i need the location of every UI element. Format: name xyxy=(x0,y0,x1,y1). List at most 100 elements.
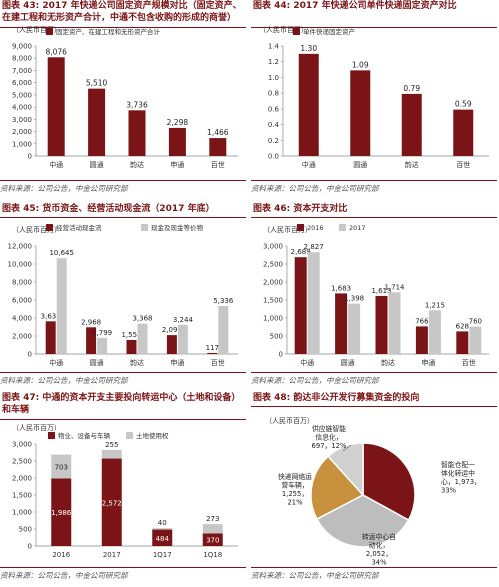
source-note: 资料来源：公司公告，中金公司研究部 xyxy=(251,376,379,385)
data-label: 2,298 xyxy=(167,118,189,127)
chart-capex: （人民币百万） 0 500 1,000 1,500 2,000 2,500 3,000 2016… xyxy=(263,224,489,367)
bar-series-1 xyxy=(218,305,229,354)
data-label: 40 xyxy=(158,519,167,527)
bar-series-0 xyxy=(86,327,97,354)
pie-slice xyxy=(362,442,416,522)
panel-zto-capex: 图表 47: 中通的资本开支主要投向转运中心（土地和设备）和车辆 （人民币百万）… xyxy=(0,392,246,587)
legend-1-label: 土地使用权 xyxy=(136,431,169,440)
category-label: 百世 xyxy=(462,358,476,367)
data-label: 1,986 xyxy=(51,509,72,517)
bar-series-0 xyxy=(335,293,348,354)
slice-label-line: 体化转运中 xyxy=(441,469,475,478)
y-tick-label: 9,000 xyxy=(12,43,32,51)
y-tick-label: 500 xyxy=(270,333,283,341)
unit-label: （人民币百万） xyxy=(12,226,61,234)
source-rule xyxy=(0,567,246,568)
panel-title: 图表 44: 2017 年快递公司单件快递固定资产对比 xyxy=(253,1,457,11)
category-label: 中通 xyxy=(302,160,316,169)
y-tick-label: 2,500 xyxy=(263,261,283,269)
chart-zto-capex: （人民币百万） 0 500 1,000 1,500 2,000 2,500 3,000 物业、设… xyxy=(12,424,238,559)
bar xyxy=(128,110,146,156)
data-label: 2,098 xyxy=(162,326,182,334)
slice-label-line: 转运中心自 xyxy=(362,532,396,541)
category-label: 圆通 xyxy=(90,160,104,169)
data-label: 370 xyxy=(206,537,219,545)
slice-label-line: 697，12% xyxy=(312,442,347,450)
bar-series-0 xyxy=(294,257,307,354)
legend-1-swatch xyxy=(339,224,346,231)
y-tick-label: 3,000 xyxy=(12,441,32,449)
panel-title: 图表 48: 韵达非公开发行募集资金的投向 xyxy=(253,393,420,403)
slice-label-line: 2,052， xyxy=(366,550,392,558)
data-label: 2,572 xyxy=(102,499,122,507)
category-label: 百世 xyxy=(456,160,470,169)
y-tick-label: 1.2 xyxy=(268,58,279,66)
bar-series-0 xyxy=(126,339,137,354)
y-tick-label: 1,000 xyxy=(263,315,283,323)
unit-label: （人民币百万） xyxy=(12,26,61,34)
bar-series-1 xyxy=(152,528,173,530)
y-tick-label: 500 xyxy=(19,526,32,534)
data-label: 1,613 xyxy=(371,287,391,295)
pie-slice xyxy=(310,455,365,521)
data-label: 2,689 xyxy=(291,248,311,256)
data-label: 3,368 xyxy=(132,315,152,323)
slice-label-line: 供应链智能 xyxy=(312,424,346,433)
data-label: 3,244 xyxy=(173,316,194,324)
y-tick-label: 1,500 xyxy=(12,492,32,500)
panel-capex: 图表 46: 资本开支对比 （人民币百万） 0 500 1,000 1,500 2,000… xyxy=(251,203,497,393)
y-tick-label: 10,000 xyxy=(8,261,33,269)
slice-label-line: 快递网络运 xyxy=(278,472,312,481)
bar-series-1 xyxy=(137,323,148,354)
bar-series-0 xyxy=(166,335,177,354)
data-label: 3,736 xyxy=(126,100,148,109)
bar-series-0 xyxy=(101,458,122,546)
panel-fixed-assets: 图表 43: 2017 年快递公司固定资产规模对比（固定资产、在建工程和无形资产… xyxy=(0,0,246,196)
unit-label: （人民币百万） xyxy=(259,26,308,34)
data-label: 8,076 xyxy=(45,47,67,56)
panel-title: 图表 45: 货币资金、经营活动现金流（2017 年底） xyxy=(2,204,215,214)
legend-0-swatch xyxy=(297,224,304,231)
bar xyxy=(401,93,422,156)
y-tick-label: 3,000 xyxy=(12,116,32,124)
bar xyxy=(47,57,65,156)
legend-1-swatch xyxy=(126,432,133,439)
legend-0-label: 经营活动现金流 xyxy=(56,223,102,232)
bar xyxy=(88,88,106,156)
chart-fixed-assets: （人民币百万） 0 1,000 2,000 3,000 4,000 5,000 6,000 7,… xyxy=(12,26,238,169)
data-label: 760 xyxy=(469,318,482,326)
bar-series-1 xyxy=(388,292,401,354)
bar-series-0 xyxy=(202,533,223,546)
category-label: 韵达 xyxy=(381,358,395,367)
legend-swatch xyxy=(293,28,300,35)
y-tick-label: 0 xyxy=(28,543,32,551)
category-label: 2017 xyxy=(103,551,121,559)
data-label: 484 xyxy=(156,535,170,543)
y-tick-label: 1,000 xyxy=(12,140,32,148)
chart-yunda-funds: （人民币百万） 智能仓配一体化转运中心，1,973， 33% 转运中心自动化， 2,05… xyxy=(265,417,481,567)
slice-label-line: 信息化， xyxy=(315,433,342,442)
panel-cash: 图表 45: 货币资金、经营活动现金流（2017 年底） （人民币百万） 0 2,0… xyxy=(0,203,246,393)
panel-yunda-funds: 图表 48: 韵达非公开发行募集资金的投向 （人民币百万） 智能仓配一体化转运中心… xyxy=(251,392,497,587)
data-label: 0.79 xyxy=(403,84,420,93)
pie-slice xyxy=(315,494,410,548)
data-label: 1,799 xyxy=(92,329,112,337)
y-tick-label: 6,000 xyxy=(12,297,32,305)
bar-series-1 xyxy=(348,303,361,354)
data-label: 1,466 xyxy=(207,128,229,137)
legend-swatch xyxy=(46,28,53,35)
bar xyxy=(209,138,227,156)
data-label: 1,215 xyxy=(425,301,445,309)
data-label: 255 xyxy=(105,441,118,449)
bar-series-1 xyxy=(56,258,67,354)
bar xyxy=(350,70,371,156)
source-note: 资料来源：公司公告，中金公司研究部 xyxy=(251,571,379,580)
y-tick-label: 0.2 xyxy=(268,137,279,145)
y-tick-label: 2,000 xyxy=(12,475,32,483)
unit-label: （人民币百万） xyxy=(12,424,61,432)
data-label: 3,631 xyxy=(41,312,61,320)
source-rule xyxy=(251,372,497,373)
category-label: 中通 xyxy=(49,358,63,367)
bar-series-0 xyxy=(207,352,218,354)
bar xyxy=(453,109,474,156)
